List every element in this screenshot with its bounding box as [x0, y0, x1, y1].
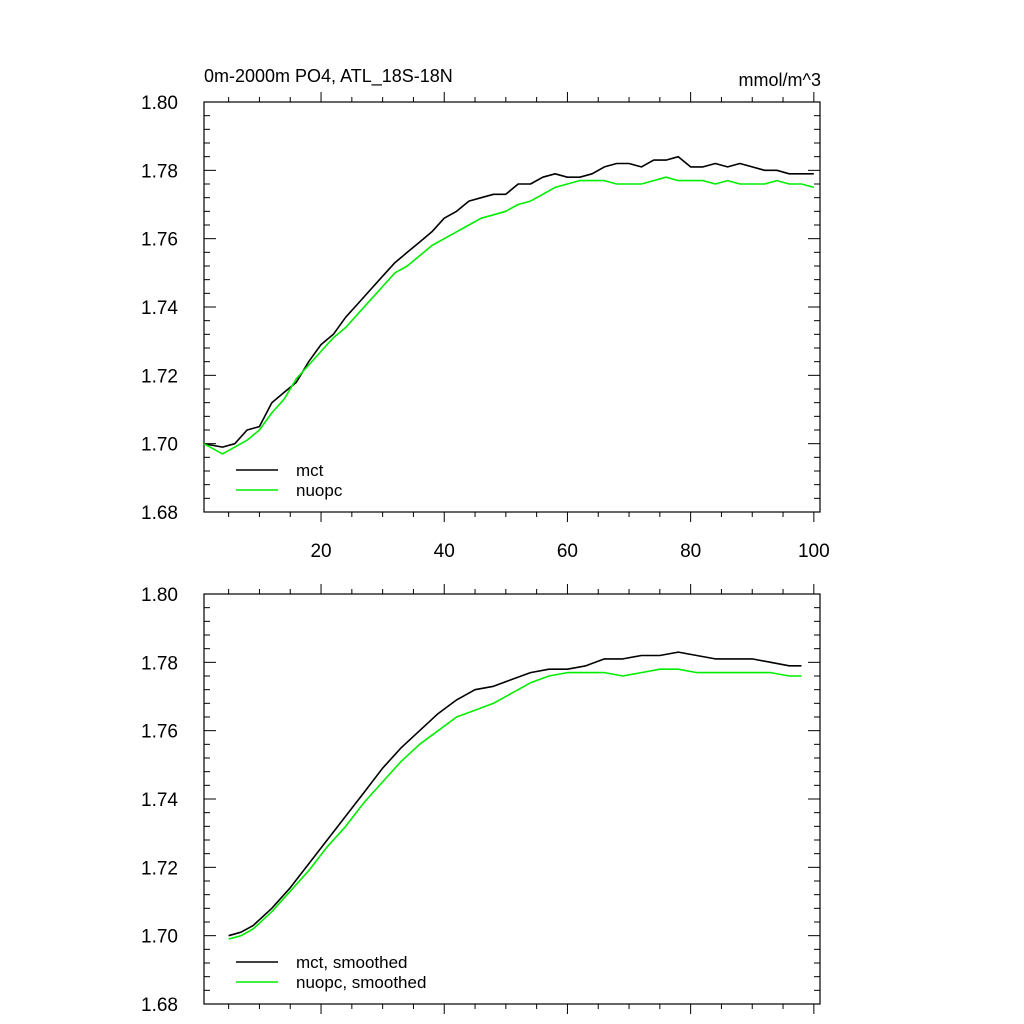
x-tick-label: 80	[680, 541, 701, 562]
legend-label: mct	[296, 461, 324, 480]
top-panel: 1.68 1.70 1.72 1.74 1.76 1.78 1.80 20 40 60 80 100 m…	[141, 92, 830, 562]
y-tick-label: 1.70	[141, 435, 178, 456]
y-tick-label: 1.70	[141, 927, 178, 948]
y-tick-label: 1.68	[141, 995, 178, 1016]
legend-label: mct, smoothed	[296, 953, 408, 972]
y-tick-label: 1.72	[141, 366, 178, 387]
x-tick-label: 20	[310, 541, 331, 562]
series-line	[203, 155, 814, 448]
legend-label: nuopc	[296, 481, 343, 500]
y-tick-label: 1.72	[141, 858, 178, 879]
plot-frame	[203, 101, 821, 513]
y-tick-label: 1.78	[141, 653, 178, 674]
bottom-panel: 1.68 1.70 1.72 1.74 1.76 1.78 1.80 mct, smoothe…	[141, 584, 821, 1016]
units-label: mmol/m^3	[739, 70, 821, 90]
legend-label: nuopc, smoothed	[296, 973, 426, 992]
y-tick-label: 1.74	[141, 790, 178, 811]
chart-title: 0m-2000m PO4, ATL_18S-18N	[204, 66, 453, 87]
y-tick-label: 1.76	[141, 722, 178, 743]
x-tick-label: 40	[434, 541, 455, 562]
y-tick-label: 1.80	[141, 93, 178, 114]
y-tick-label: 1.76	[141, 230, 178, 251]
x-tick-label: 60	[557, 541, 578, 562]
y-tick-label: 1.80	[141, 585, 178, 606]
series-line	[228, 668, 802, 940]
y-tick-label: 1.74	[141, 298, 178, 319]
y-tick-label: 1.78	[141, 161, 178, 182]
y-tick-label: 1.68	[141, 503, 178, 524]
series-line	[228, 651, 802, 937]
x-tick-label: 100	[798, 541, 830, 562]
plot-frame	[203, 593, 821, 1005]
series-line	[203, 176, 815, 455]
